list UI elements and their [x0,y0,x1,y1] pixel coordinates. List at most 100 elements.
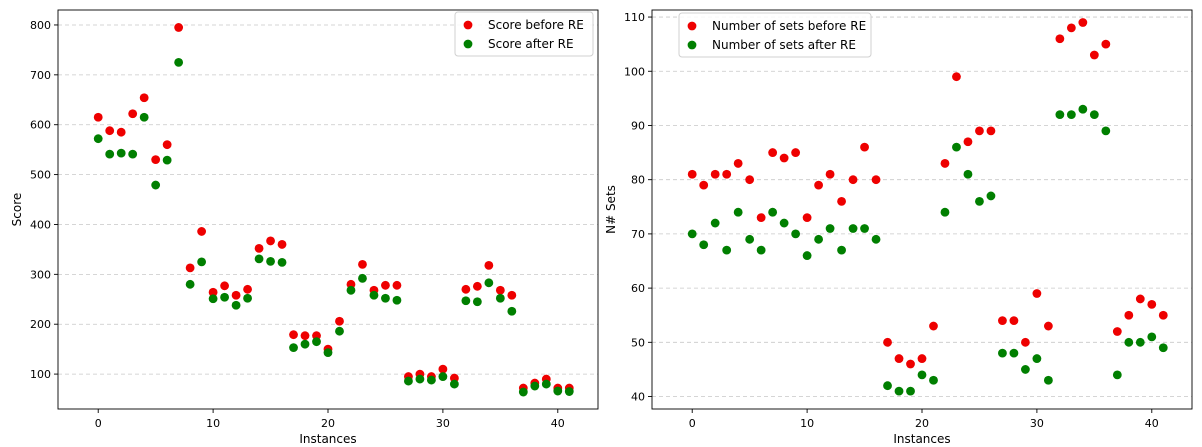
data-point [358,259,367,269]
data-point [894,386,904,396]
data-point [940,159,950,168]
data-point [300,339,310,349]
data-point [871,234,881,244]
data-point [802,213,812,223]
data-point [553,386,563,396]
data-point [1021,337,1030,347]
data-point [346,285,356,295]
y-tick-label: 200 [30,318,51,331]
plot-frame [57,9,599,410]
data-point [151,180,161,190]
data-point [975,196,984,206]
data-point [277,240,287,249]
data-point [733,207,743,217]
data-point [1147,299,1157,309]
data-point [254,244,264,253]
data-point [139,112,149,122]
data-point [518,387,528,397]
data-point [1043,321,1053,331]
data-point [1009,316,1019,326]
data-point [1135,294,1145,304]
data-point [1124,337,1134,347]
data-point [986,126,996,136]
data-point [779,153,789,163]
data-point [814,234,823,244]
series-after [93,57,574,397]
x-tick-label: 0 [689,417,696,430]
data-point [963,169,973,179]
data-point [381,293,390,303]
data-point [1124,310,1134,320]
data-point [699,240,709,250]
data-point [963,137,973,147]
data-point [871,175,881,185]
data-point [883,381,892,391]
y-tick-label: 40 [631,391,645,404]
data-point [461,284,471,294]
data-point [998,316,1007,326]
data-point [185,263,195,273]
data-point [220,292,229,302]
data-point [710,218,720,228]
x-tick-label: 20 [915,417,929,430]
data-point [1021,365,1030,374]
y-tick-label: 70 [631,228,645,241]
data-point [1158,343,1168,353]
y-tick-label: 110 [624,11,645,24]
data-point [710,169,720,179]
data-point [848,175,858,185]
data-point [266,256,275,266]
chart-2: 40 50 60 70 80 90 100 110 0 10 20 30 40 Instances N# S… [604,9,1193,446]
data-point [438,372,448,381]
data-point [277,257,287,267]
data-point [312,337,321,347]
legend-label: Number of sets after RE [712,38,856,52]
data-point [289,330,298,340]
data-point [722,245,732,255]
data-point [906,359,915,369]
y-tick-label: 800 [30,19,51,32]
x-axis-label: Instances [299,432,356,446]
data-point [1009,348,1019,358]
data-point [185,279,195,289]
data-point [1112,327,1122,336]
data-point [756,213,766,223]
data-point [906,386,915,396]
data-point [1135,337,1145,347]
data-point [128,109,138,119]
x-tick-label: 10 [800,417,814,430]
data-point [986,191,996,201]
y-tick-label: 60 [631,282,645,295]
data-point [243,284,252,294]
data-point [369,290,379,300]
data-point [745,234,755,244]
data-point [1112,370,1122,380]
data-point [1101,39,1111,49]
data-point [449,379,459,389]
data-point [929,375,938,385]
data-point [300,331,310,341]
data-point [1032,354,1042,363]
data-point [952,72,961,82]
data-point [975,126,984,136]
data-point [541,379,551,389]
data-point [162,140,172,150]
y-tick-label: 90 [631,119,645,132]
legend: Score before RE Score after RE [454,11,594,57]
x-axis-label: Instances [893,432,950,446]
plot-frame [651,9,1193,410]
data-point [779,218,789,228]
data-point [128,149,138,159]
data-point [461,296,471,306]
data-point [837,245,846,255]
data-point [699,180,709,190]
data-point [381,280,390,290]
y-axis-label: Score [10,193,24,227]
data-point [289,343,298,353]
data-point [427,375,436,385]
data-point [495,293,505,303]
data-point [1032,289,1042,298]
data-point [1101,126,1111,136]
data-point [814,180,823,190]
